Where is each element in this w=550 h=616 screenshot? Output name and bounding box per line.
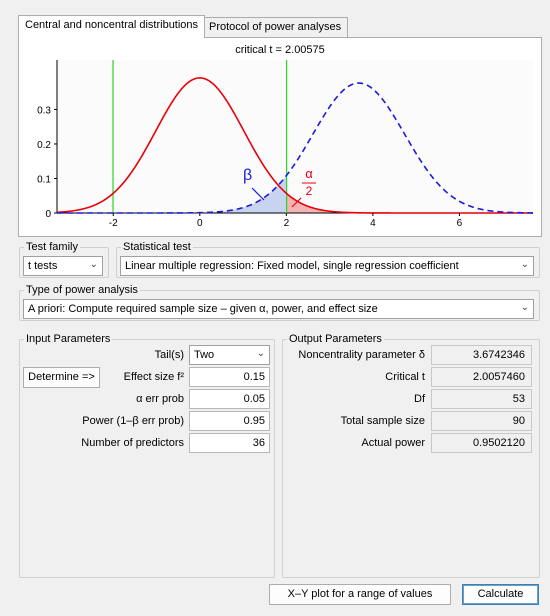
- power-analysis-group: [19, 290, 540, 321]
- tails-label: Tail(s): [154, 349, 184, 361]
- tails-select[interactable]: Two ⌄: [189, 345, 270, 365]
- statistical-test-select[interactable]: Linear multiple regression: Fixed model,…: [120, 256, 534, 276]
- beta-label: β: [243, 167, 252, 184]
- chevron-down-icon: ⌄: [520, 302, 529, 313]
- plot-title: critical t = 2.00575: [235, 44, 325, 56]
- power-input[interactable]: 0.95: [189, 411, 270, 431]
- output-label-total-sample-size: Total sample size: [340, 415, 425, 427]
- beta-pointer: [251, 187, 265, 201]
- output-value-df: 53: [431, 389, 532, 409]
- output-value-noncentrality: 3.6742346: [431, 345, 532, 365]
- output-value-total-sample-size: 90: [431, 411, 532, 431]
- test-family-value: t tests: [28, 260, 58, 272]
- power-analysis-title: Type of power analysis: [24, 284, 140, 296]
- predictors-input[interactable]: 36: [189, 433, 270, 453]
- effect-size-input[interactable]: 0.15: [189, 367, 270, 387]
- noncentral-distribution-curve: [57, 82, 534, 214]
- input-parameters-title: Input Parameters: [24, 333, 113, 345]
- chevron-down-icon: ⌄: [256, 348, 265, 359]
- x-tick-label: -2: [109, 218, 118, 229]
- alpha-input[interactable]: 0.05: [189, 389, 270, 409]
- alpha-denominator: 2: [306, 184, 313, 198]
- distribution-panel: critical t = 2.00575 0 0.1 0.2 0.3 -2 0 2 4 6 β …: [18, 37, 542, 237]
- output-label-actual-power: Actual power: [361, 437, 425, 449]
- input-parameters-group: [19, 339, 275, 578]
- beta-area: [113, 175, 287, 213]
- plot-area: [57, 60, 533, 216]
- alpha-label: α err prob: [136, 393, 184, 405]
- power-analysis-select[interactable]: A priori: Compute required sample size –…: [23, 299, 534, 319]
- predictors-label: Number of predictors: [81, 437, 184, 449]
- x-tick-label: 6: [457, 218, 463, 229]
- y-tick-label: 0.2: [37, 140, 51, 151]
- calculate-button[interactable]: Calculate: [462, 584, 539, 605]
- y-tick-label: 0: [45, 209, 51, 220]
- tab-protocol[interactable]: Protocol of power analyses: [202, 17, 349, 37]
- y-tick-label: 0.1: [37, 174, 51, 185]
- statistical-test-title: Statistical test: [121, 241, 193, 253]
- alpha-numerator: α: [305, 166, 313, 181]
- distribution-plot: critical t = 2.00575 00.10.20.3-2 0 2 4 6 β …: [37, 44, 534, 229]
- chevron-down-icon: ⌄: [89, 259, 98, 270]
- test-family-select[interactable]: t tests ⌄: [23, 256, 103, 276]
- output-value-critical-t: 2.0057460: [431, 367, 532, 387]
- x-tick-label: 4: [370, 218, 376, 229]
- determine-button[interactable]: Determine =>: [23, 367, 100, 388]
- effect-size-label: Effect size f²: [123, 371, 184, 383]
- chevron-down-icon: ⌄: [520, 259, 529, 270]
- test-family-title: Test family: [24, 241, 80, 253]
- output-label-df: Df: [414, 393, 425, 405]
- output-label-noncentrality: Noncentrality parameter δ: [298, 349, 425, 361]
- statistical-test-value: Linear multiple regression: Fixed model,…: [125, 260, 459, 272]
- statistical-test-group: [116, 247, 540, 278]
- output-value-actual-power: 0.9502120: [431, 433, 532, 453]
- output-parameters-title: Output Parameters: [287, 333, 384, 345]
- alpha-area: [286, 193, 533, 213]
- alpha-pointer: [291, 197, 302, 208]
- output-label-critical-t: Critical t: [385, 371, 425, 383]
- xy-plot-button[interactable]: X–Y plot for a range of values: [269, 584, 451, 605]
- power-analysis-value: A priori: Compute required sample size –…: [28, 303, 378, 315]
- central-distribution-curve: [56, 77, 533, 214]
- power-label: Power (1–β err prob): [82, 415, 184, 427]
- x-tick-label: 0: [197, 218, 203, 229]
- tab-distributions[interactable]: Central and noncentral distributions: [18, 15, 206, 38]
- y-tick-label: 0.3: [37, 105, 51, 116]
- x-tick-label: 2: [284, 218, 290, 229]
- tails-value: Two: [194, 349, 215, 361]
- output-parameters-group: [282, 339, 540, 578]
